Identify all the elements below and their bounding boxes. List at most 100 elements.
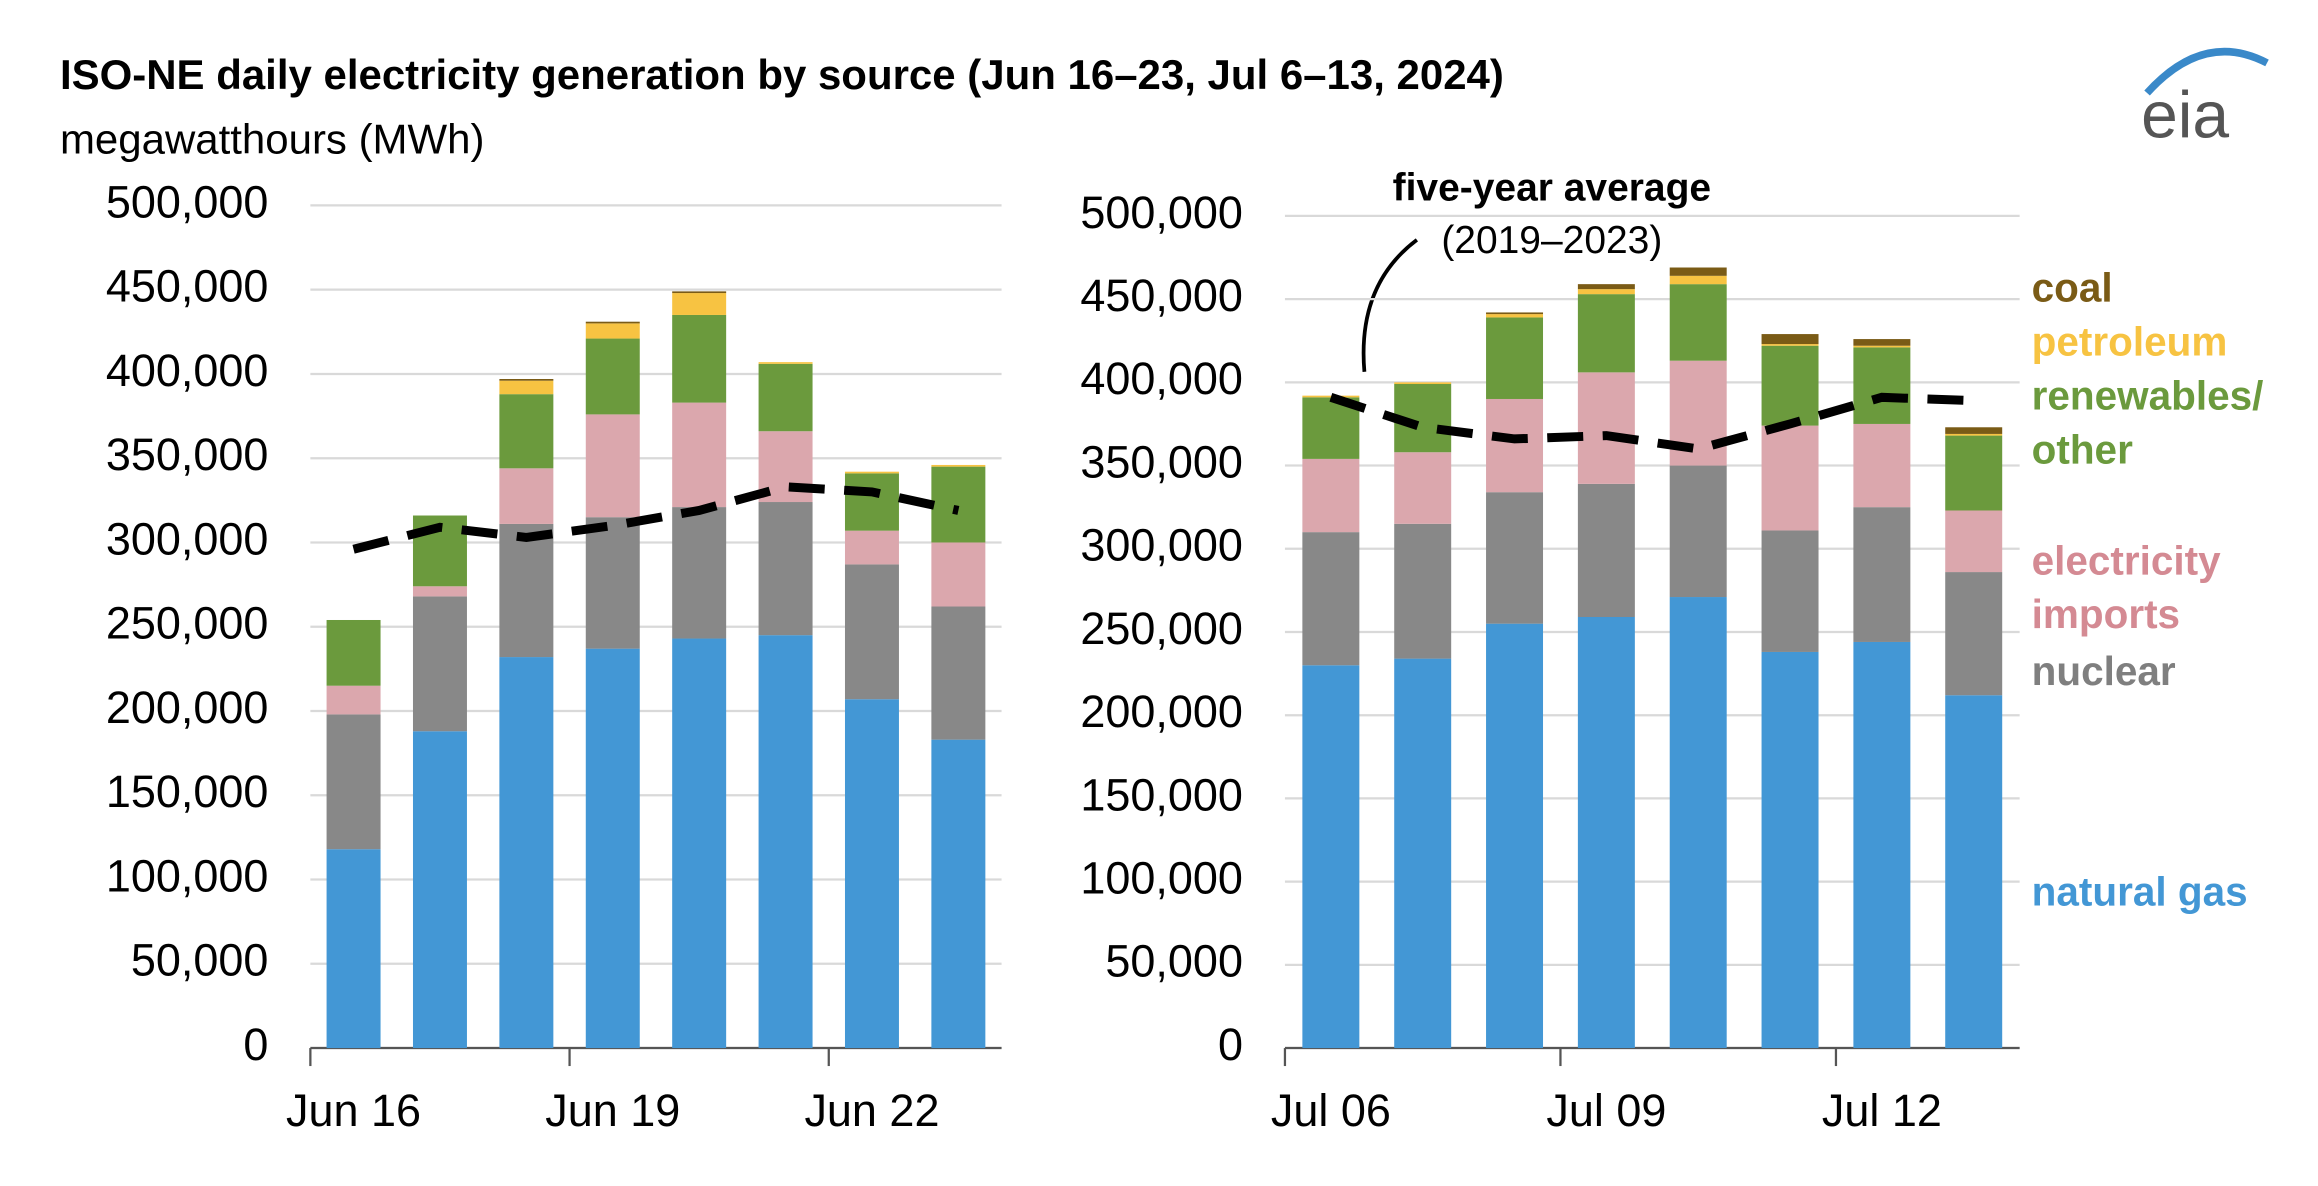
legend-entry: electricity imports <box>2031 538 2221 638</box>
bar-segment <box>585 414 640 518</box>
x-tick-label: Jul 09 <box>1546 1085 1666 1136</box>
annotation: (2019–2023) <box>1441 219 1662 262</box>
bar-segment <box>1853 345 1911 348</box>
logo-arc <box>2144 48 2269 96</box>
bar-segment <box>1577 294 1635 373</box>
bar-segment <box>1945 572 2003 696</box>
legend-label: nuclear <box>2031 649 2176 695</box>
bar-segment <box>326 619 381 686</box>
bar-segment <box>412 586 467 597</box>
y-tick-label: 0 <box>243 1019 268 1070</box>
legend-label: petroleum <box>2031 319 2228 365</box>
bar-segment <box>931 606 986 740</box>
bar-segment <box>1853 347 1911 424</box>
bar-segment <box>1577 289 1635 295</box>
bar-segment <box>931 466 986 543</box>
y-tick-label: 400,000 <box>106 345 269 396</box>
bar-segment <box>672 293 727 315</box>
bar-segment <box>499 523 554 658</box>
y-tick-label: 450,000 <box>1080 270 1243 321</box>
y-tick-label: 50,000 <box>1105 936 1243 987</box>
average-line <box>352 482 960 554</box>
bar-segment <box>326 685 381 715</box>
y-tick-label: 50,000 <box>131 935 269 986</box>
bar-segment <box>585 338 640 415</box>
bar-segment <box>499 657 554 1049</box>
bar-segment <box>1486 314 1544 318</box>
logo: eia <box>2141 77 2229 151</box>
y-tick-label: 400,000 <box>1080 353 1243 404</box>
bar-segment <box>1669 597 1727 1049</box>
bar-segment <box>1761 651 1819 1049</box>
y-tick-label: 300,000 <box>1080 520 1243 571</box>
bar-segment <box>1945 510 2003 573</box>
bar-segment <box>1945 435 2003 511</box>
bar-segment <box>499 468 554 524</box>
legend-entry: petroleum <box>2031 319 2228 365</box>
bar-segment <box>1945 427 2003 434</box>
bar-segment <box>1577 483 1635 618</box>
bar-segment <box>1945 433 2003 436</box>
bar-segment <box>1761 530 1819 652</box>
y-tick-label: 350,000 <box>106 429 269 480</box>
bar-segment <box>1302 458 1360 533</box>
bar-segment <box>931 739 986 1049</box>
x-tick-label: Jul 12 <box>1822 1085 1942 1136</box>
annotation: five-year average <box>1393 167 1711 210</box>
bar-segment <box>1761 334 1819 345</box>
bar-segment <box>844 473 899 531</box>
chart-title: ISO-NE daily electricity generation by s… <box>60 51 1504 98</box>
bar-segment <box>1486 623 1544 1049</box>
bar-segment <box>844 530 899 565</box>
average-line <box>1329 392 1974 454</box>
legend-entry: natural gas <box>2031 869 2248 915</box>
legend-label: coal <box>2031 265 2113 311</box>
bar-segment <box>1577 372 1635 484</box>
bar-segment <box>758 362 813 364</box>
y-tick-label: 350,000 <box>1080 436 1243 487</box>
bar-segment <box>585 323 640 339</box>
bar-segment <box>672 314 727 403</box>
bar-segment <box>672 638 727 1049</box>
y-tick-label: 100,000 <box>1080 853 1243 904</box>
bar-segment <box>1394 523 1452 659</box>
bar-segment <box>844 699 899 1049</box>
legend-label: electricity imports <box>2031 538 2221 638</box>
legend-entry: coal <box>2031 265 2113 311</box>
bar-segment <box>1853 423 1911 508</box>
bar-segment <box>1669 465 1727 598</box>
bar-segment <box>1761 425 1819 531</box>
y-tick-label: 150,000 <box>106 766 269 817</box>
bar-segment <box>844 471 899 474</box>
bar-segment <box>1302 532 1360 666</box>
x-tick-label: Jun 16 <box>286 1085 421 1136</box>
annotation-leader <box>1361 238 1419 373</box>
bar-segment <box>931 542 986 607</box>
y-tick-label: 100,000 <box>106 850 269 901</box>
x-tick-label: Jun 19 <box>545 1085 680 1136</box>
bar-segment <box>1577 284 1635 290</box>
bar-segment <box>1486 312 1544 315</box>
bar-segment <box>1669 275 1727 285</box>
bar-segment <box>412 596 467 732</box>
bar-segment <box>585 648 640 1049</box>
bar-segment <box>1945 695 2003 1049</box>
x-tick-label: Jul 06 <box>1271 1085 1391 1136</box>
bar-segment <box>326 849 381 1049</box>
bar-segment <box>758 363 813 432</box>
bar-segment <box>672 402 727 508</box>
bar-segment <box>1486 398 1544 493</box>
bar-segment <box>1761 344 1819 346</box>
bar-segment <box>672 291 727 294</box>
bar-segment <box>585 517 640 649</box>
legend-label: natural gas <box>2031 869 2248 915</box>
bar-segment <box>585 321 640 324</box>
bar-segment <box>1394 452 1452 524</box>
bar-segment <box>1394 658 1452 1049</box>
legend-label: renewables/ other <box>2031 373 2264 473</box>
y-tick-label: 300,000 <box>106 513 269 564</box>
bar-segment <box>1669 284 1727 361</box>
bar-segment <box>1761 345 1819 426</box>
